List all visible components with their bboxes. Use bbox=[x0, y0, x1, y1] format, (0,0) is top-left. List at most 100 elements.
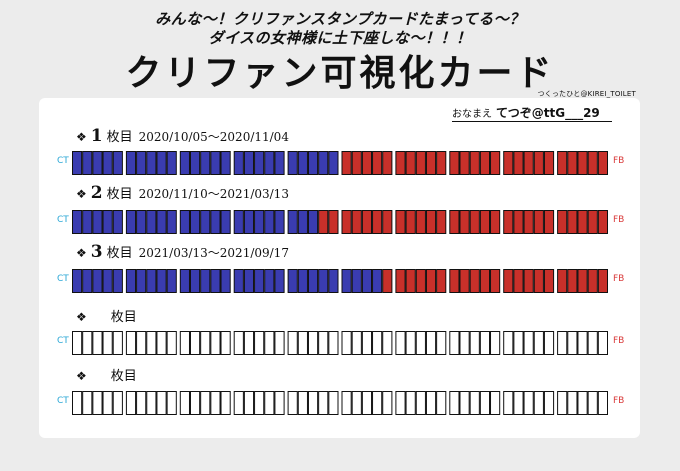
stamp-cell-ct bbox=[274, 210, 285, 234]
stamp-cell-empty bbox=[587, 391, 598, 415]
stamp-row-svg bbox=[72, 269, 608, 293]
stamp-cell-empty bbox=[490, 331, 501, 355]
stamp-cell-fb bbox=[567, 151, 578, 175]
stamp-cell-fb bbox=[436, 210, 447, 234]
stamp-cell-empty bbox=[287, 331, 298, 355]
stamp-cell-empty bbox=[297, 391, 308, 415]
header-line-2: ダイスの女神様に土下座しな～！！！ bbox=[208, 29, 472, 47]
stamp-cell-fb bbox=[503, 269, 514, 293]
stamp-cell-empty bbox=[533, 331, 544, 355]
stamp-cell-ct bbox=[112, 210, 123, 234]
bullet-icon: ❖ bbox=[76, 246, 87, 260]
stamp-cell-empty bbox=[125, 331, 137, 355]
stamp-cell-empty bbox=[479, 391, 491, 415]
stamp-cell-empty bbox=[166, 391, 177, 415]
bullet-icon: ❖ bbox=[76, 369, 87, 383]
stamp-cell-empty bbox=[112, 331, 123, 355]
stamp-cell-ct bbox=[254, 269, 265, 293]
stamp-cell-empty bbox=[523, 391, 534, 415]
stamp-cell-fb bbox=[415, 269, 426, 293]
stamp-cell-empty bbox=[92, 331, 103, 355]
stamp-cell-ct bbox=[125, 151, 137, 175]
stamp-cell-fb bbox=[490, 269, 501, 293]
stamp-cell-empty bbox=[557, 331, 568, 355]
stamp-cell-fb bbox=[361, 210, 373, 234]
stamp-cell-empty bbox=[415, 391, 426, 415]
stamp-cell-ct bbox=[328, 151, 339, 175]
card-number: 2 bbox=[90, 183, 103, 203]
stamp-cell-empty bbox=[233, 391, 244, 415]
stamp-cell-ct bbox=[189, 269, 201, 293]
stamp-cell-empty bbox=[597, 331, 608, 355]
name-field: おなまえ てつぞ@ttG___29 bbox=[452, 104, 612, 122]
stamp-cell-ct bbox=[136, 151, 147, 175]
stamp-cell-ct bbox=[297, 151, 308, 175]
stamp-cell-ct bbox=[372, 269, 383, 293]
stamp-cell-ct bbox=[156, 269, 167, 293]
stamp-cell-empty bbox=[274, 391, 285, 415]
stamp-cell-ct bbox=[307, 210, 319, 234]
stamp-cell-empty bbox=[264, 331, 275, 355]
ct-label: CT bbox=[57, 274, 69, 284]
stamp-cell-empty bbox=[264, 391, 275, 415]
stamp-cell-empty bbox=[469, 331, 480, 355]
stamp-cell-ct bbox=[82, 210, 93, 234]
stamp-cell-empty bbox=[351, 391, 362, 415]
stamp-cell-empty bbox=[220, 391, 231, 415]
ct-label: CT bbox=[57, 336, 69, 346]
stamp-cell-empty bbox=[587, 331, 598, 355]
stamp-cell-ct bbox=[82, 151, 93, 175]
stamp-cell-fb bbox=[459, 151, 470, 175]
stamp-cell-empty bbox=[503, 331, 514, 355]
name-label: おなまえ bbox=[452, 109, 492, 120]
ct-label: CT bbox=[57, 156, 69, 166]
stamp-cell-fb bbox=[523, 151, 534, 175]
stamp-cell-ct bbox=[136, 269, 147, 293]
card-number: 3 bbox=[90, 242, 103, 262]
stamp-cell-fb bbox=[382, 269, 393, 293]
stamp-cell-empty bbox=[523, 331, 534, 355]
stamp-cell-ct bbox=[102, 151, 113, 175]
stamp-cell-empty bbox=[136, 331, 147, 355]
stamp-cell-ct bbox=[297, 269, 308, 293]
card-dates: 2021/03/13～2021/09/17 bbox=[138, 246, 289, 260]
fb-label: FB bbox=[613, 336, 625, 346]
stamp-cell-empty bbox=[328, 331, 339, 355]
stamp-cell-empty bbox=[436, 391, 447, 415]
stamp-cell-ct bbox=[102, 269, 113, 293]
stamp-cell-fb bbox=[523, 210, 534, 234]
stamp-cell-empty bbox=[459, 331, 470, 355]
stamp-cell-ct bbox=[72, 151, 83, 175]
stamp-cell-empty bbox=[577, 391, 588, 415]
stamp-cell-ct bbox=[243, 210, 255, 234]
card-number: 1 bbox=[90, 126, 103, 146]
stamp-cell-empty bbox=[415, 331, 426, 355]
stamp-cell-ct bbox=[156, 151, 167, 175]
bullet-icon: ❖ bbox=[76, 187, 87, 201]
stamp-cell-empty bbox=[567, 331, 578, 355]
stamp-cell-ct bbox=[287, 269, 298, 293]
stamp-cell-empty bbox=[361, 331, 373, 355]
stamp-cell-ct bbox=[125, 269, 137, 293]
stamp-cell-empty bbox=[156, 331, 167, 355]
stamp-cell-fb bbox=[459, 210, 470, 234]
stamp-cell-fb bbox=[382, 210, 393, 234]
stamp-cell-ct bbox=[166, 151, 177, 175]
stamp-cell-empty bbox=[361, 391, 373, 415]
header-line-1: みんな～！クリファンスタンプカードたまってる～？ bbox=[155, 10, 525, 28]
page-title: クリファン可視化カード bbox=[125, 53, 555, 94]
card-title-4: ❖ 枚目 bbox=[76, 306, 143, 325]
card-dates: 2020/10/05～2020/11/04 bbox=[138, 130, 289, 144]
stamp-cell-empty bbox=[372, 391, 383, 415]
stamp-cell-empty bbox=[112, 391, 123, 415]
stamp-cell-fb bbox=[567, 269, 578, 293]
bullet-icon: ❖ bbox=[76, 130, 87, 144]
stamp-cell-fb bbox=[469, 210, 480, 234]
stamp-cell-ct bbox=[307, 151, 319, 175]
stamp-cell-fb bbox=[382, 151, 393, 175]
stamp-cell-ct bbox=[179, 269, 190, 293]
stamp-cell-ct bbox=[264, 210, 275, 234]
stamp-cell-empty bbox=[274, 331, 285, 355]
stamp-cell-fb bbox=[587, 269, 598, 293]
stamp-cell-empty bbox=[425, 391, 437, 415]
